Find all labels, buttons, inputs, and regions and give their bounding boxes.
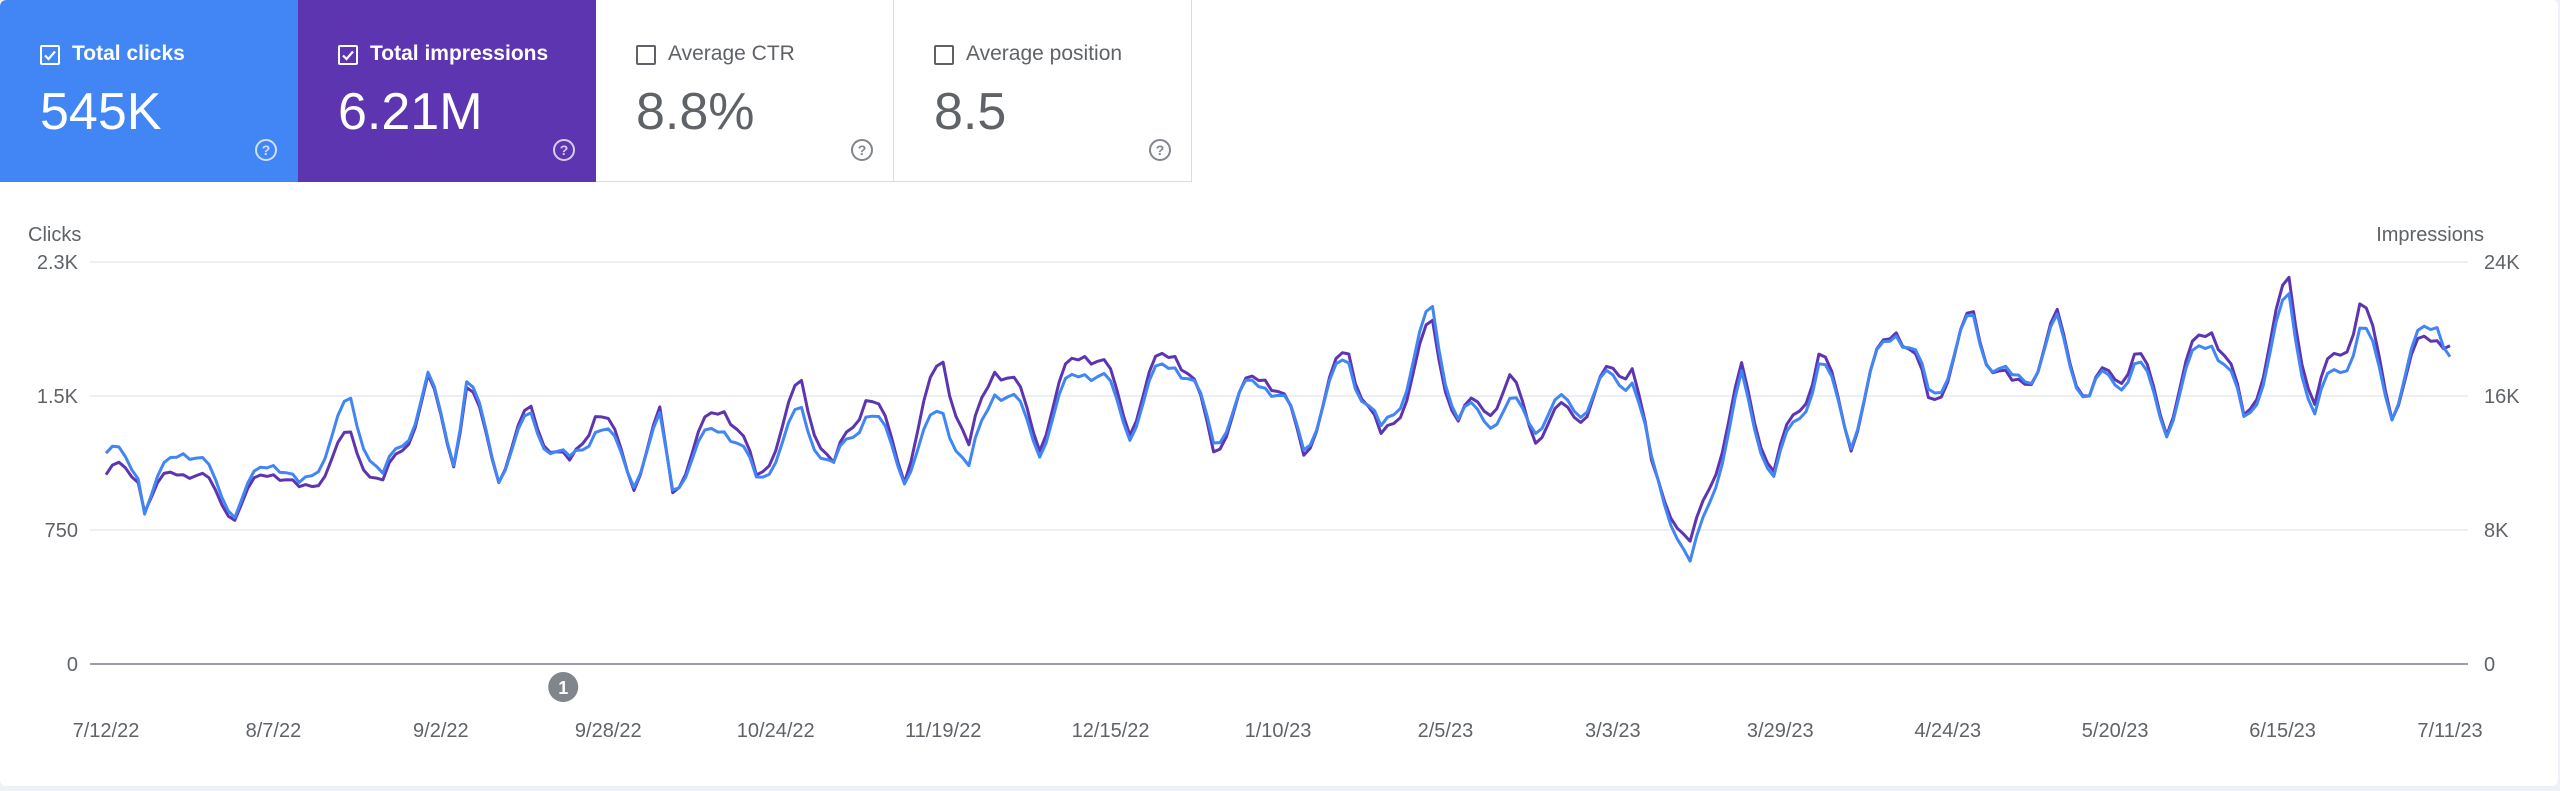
help-icon[interactable]: ? xyxy=(851,139,873,161)
checkbox-checked-icon[interactable] xyxy=(40,45,60,65)
right-tick-label: 24K xyxy=(2484,252,2520,274)
left-tick-label: 1.5K xyxy=(37,386,79,408)
right-tick-label: 8K xyxy=(2484,520,2509,542)
annotation-label: 1 xyxy=(558,678,568,698)
series-line-clicks[interactable] xyxy=(104,292,2452,563)
series-line-impressions[interactable] xyxy=(104,275,2451,543)
metric-label: Total impressions xyxy=(370,42,549,65)
help-icon[interactable]: ? xyxy=(255,139,277,161)
left-tick-label: 0 xyxy=(67,654,78,676)
metric-cards: Total clicks 545K ? Total impressions 6.… xyxy=(0,0,1192,184)
right-tick-label: 0 xyxy=(2484,654,2495,676)
x-tick-label: 8/7/22 xyxy=(246,720,302,742)
x-tick-label: 9/2/22 xyxy=(413,720,469,742)
x-tick-label: 10/24/22 xyxy=(737,720,815,742)
metric-card-average-position[interactable]: Average position 8.5 ? xyxy=(894,0,1192,182)
x-tick-label: 3/3/23 xyxy=(1585,720,1641,742)
metric-value: 8.5 xyxy=(934,83,1007,141)
metric-card-total-clicks[interactable]: Total clicks 545K ? xyxy=(0,0,298,182)
x-tick-label: 7/12/22 xyxy=(73,720,140,742)
metric-card-total-impressions[interactable]: Total impressions 6.21M ? xyxy=(298,0,596,182)
left-tick-label: 2.3K xyxy=(37,252,79,274)
x-tick-label: 11/19/22 xyxy=(905,720,981,742)
metric-value: 8.8% xyxy=(636,83,755,141)
metric-card-average-ctr[interactable]: Average CTR 8.8% ? xyxy=(596,0,894,182)
help-icon[interactable]: ? xyxy=(1149,139,1171,161)
x-tick-label: 9/28/22 xyxy=(575,720,642,742)
x-tick-label: 4/24/23 xyxy=(1914,720,1981,742)
right-axis-title: Impressions xyxy=(2376,224,2484,246)
metric-value: 545K xyxy=(40,83,162,141)
performance-line-chart: Clicks Impressions 0 0 750 8K 1.5K 16K 2.3K 24K… xyxy=(28,224,2520,742)
metric-value: 6.21M xyxy=(338,83,483,141)
metric-label: Total clicks xyxy=(72,42,185,65)
checkbox-unchecked-icon[interactable] xyxy=(636,45,656,65)
checkbox-unchecked-icon[interactable] xyxy=(934,45,954,65)
checkbox-checked-icon[interactable] xyxy=(338,45,358,65)
left-axis-title: Clicks xyxy=(28,224,81,246)
metric-label: Average CTR xyxy=(668,42,795,65)
x-tick-label: 12/15/22 xyxy=(1072,720,1150,742)
metric-label: Average position xyxy=(966,42,1123,65)
left-tick-label: 750 xyxy=(45,520,78,542)
x-tick-label: 7/11/23 xyxy=(2417,720,2482,742)
x-tick-label: 3/29/23 xyxy=(1747,720,1814,742)
right-tick-label: 16K xyxy=(2484,386,2520,408)
x-tick-label: 5/20/23 xyxy=(2082,720,2149,742)
x-tick-label: 2/5/23 xyxy=(1418,720,1474,742)
annotation-marker[interactable] xyxy=(548,672,579,702)
x-tick-label: 1/10/23 xyxy=(1245,720,1312,742)
x-tick-label: 6/15/23 xyxy=(2249,720,2316,742)
help-icon[interactable]: ? xyxy=(553,139,575,161)
